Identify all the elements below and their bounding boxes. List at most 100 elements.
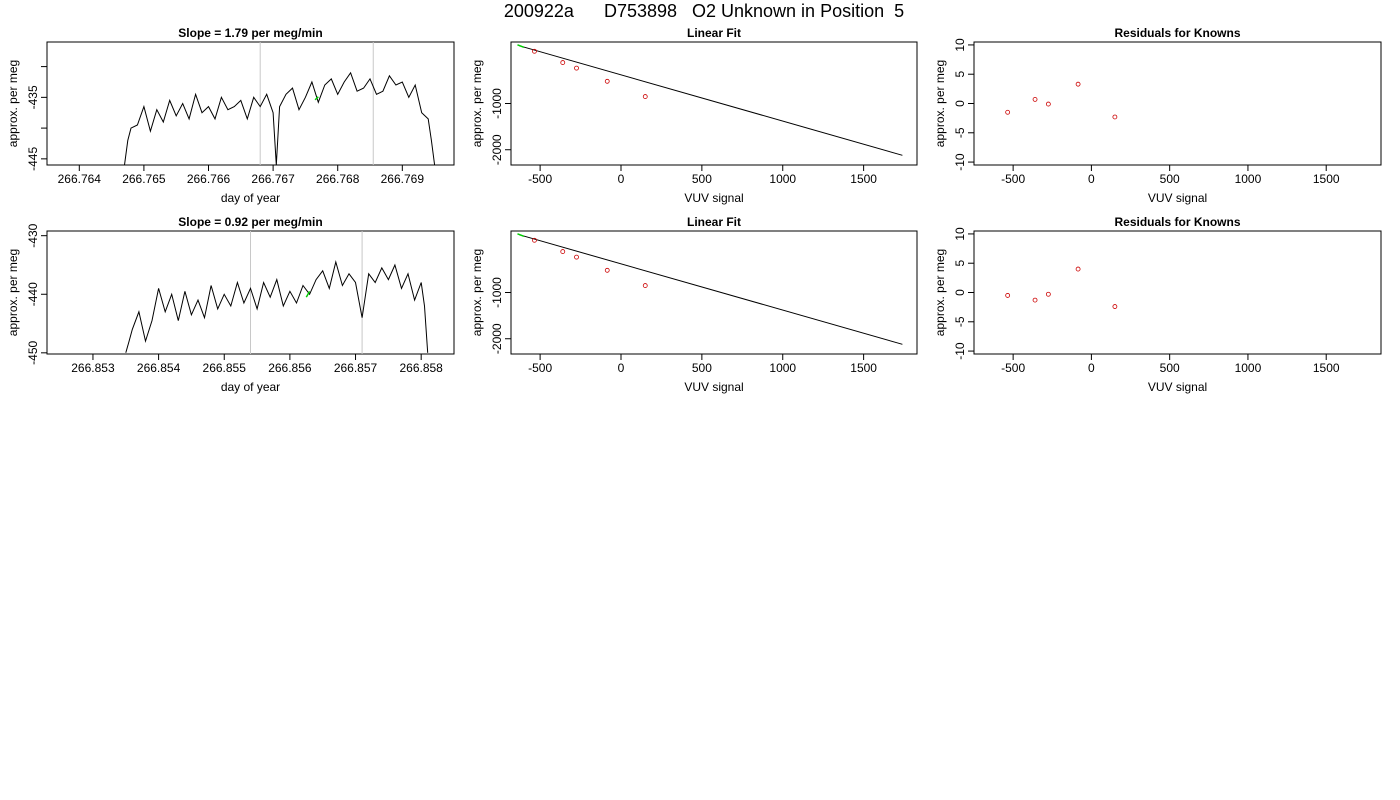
y-tick-label: -2000 <box>490 323 504 354</box>
x-tick-label: 1500 <box>1313 172 1340 186</box>
known-point <box>1032 97 1038 102</box>
known-point <box>1112 304 1118 309</box>
y-tick-label: -10 <box>953 342 967 360</box>
x-tick-label: 1500 <box>1313 361 1340 375</box>
known-point <box>1112 114 1118 120</box>
plot-frame <box>46 41 455 166</box>
x-tick-label: -500 <box>528 172 552 186</box>
y-tick-label: -440 <box>26 282 40 306</box>
x-tick-label: 266.853 <box>71 361 115 375</box>
x-tick-label: 0 <box>1088 361 1095 375</box>
data-trace <box>125 260 429 353</box>
figure-title: 200922a D753898 O2 Unknown in Position 5 <box>503 1 905 21</box>
x-tick-label: 266.856 <box>268 361 312 375</box>
row1-linear-fit-panel: Linear Fit -500 0 500 1000 1500 VUV signal -100… <box>470 26 918 205</box>
y-axis-label: approx. per meg <box>933 60 947 147</box>
known-point <box>642 283 648 288</box>
row2-timeseries-panel: Slope = 0.92 per meg/min 266.853 266.854 26… <box>6 215 455 394</box>
panel-title: Residuals for Knowns <box>1114 26 1240 40</box>
x-tick-label: 0 <box>618 172 625 186</box>
known-point <box>604 267 610 273</box>
known-point <box>642 94 648 99</box>
x-tick-label: -500 <box>1001 172 1025 186</box>
x-tick-label: 266.766 <box>187 172 231 186</box>
y-tick-label: 5 <box>953 260 967 267</box>
x-tick-label: 1000 <box>769 172 796 186</box>
y-tick-label: -445 <box>26 147 40 171</box>
x-tick-label: 1500 <box>850 172 877 186</box>
x-tick-label: 500 <box>1160 361 1180 375</box>
panel-title: Linear Fit <box>687 26 741 40</box>
panel-title: Slope = 1.79 per meg/min <box>178 26 322 40</box>
y-tick-label: 0 <box>953 289 967 296</box>
known-point <box>560 60 566 65</box>
panel-title: Linear Fit <box>687 215 741 229</box>
plot-area <box>125 231 429 354</box>
y-tick-label: 10 <box>953 227 967 241</box>
known-point <box>1005 293 1011 298</box>
plot-area <box>517 233 903 345</box>
x-tick-label: 1000 <box>1235 172 1262 186</box>
plot-area <box>1005 81 1118 120</box>
x-tick-label: 0 <box>618 361 625 375</box>
panel-title: Residuals for Knowns <box>1114 215 1240 229</box>
row1-timeseries-panel: Slope = 1.79 per meg/min 266.764 266.765 26… <box>6 26 455 205</box>
fit-line <box>518 234 903 345</box>
x-tick-label: 266.767 <box>251 172 295 186</box>
x-tick-label: 0 <box>1088 172 1095 186</box>
x-tick-label: 1000 <box>769 361 796 375</box>
known-point <box>1005 109 1011 115</box>
highlight-segment <box>517 233 525 238</box>
x-tick-label: -500 <box>528 361 552 375</box>
x-tick-label: 266.768 <box>316 172 360 186</box>
y-tick-label: 5 <box>953 71 967 78</box>
known-point <box>1075 81 1081 87</box>
highlight-segment <box>314 96 319 101</box>
known-point <box>574 65 579 71</box>
row2-residuals-panel: Residuals for Knowns -500 0 500 1000 1500 VUV … <box>933 215 1382 394</box>
y-axis-label: approx. per meg <box>470 60 484 147</box>
x-tick-label: 1500 <box>850 361 877 375</box>
x-tick-label: 266.765 <box>122 172 166 186</box>
x-tick-label: 1000 <box>1235 361 1262 375</box>
x-axis-label: VUV signal <box>684 191 743 205</box>
x-axis-label: VUV signal <box>1148 380 1207 394</box>
y-tick-label: -2000 <box>490 134 504 165</box>
x-axis-label: VUV signal <box>684 380 743 394</box>
y-axis-label: approx. per meg <box>6 249 20 336</box>
row1-residuals-panel: Residuals for Knowns -500 0 500 1000 1500 VUV … <box>933 26 1382 205</box>
y-axis-label: approx. per meg <box>470 249 484 336</box>
y-tick-label: -430 <box>26 223 40 247</box>
plot-area <box>517 44 903 156</box>
plot-area <box>1005 266 1118 309</box>
data-trace <box>124 71 436 165</box>
plot-frame <box>973 230 1382 355</box>
highlight-segment <box>517 44 525 49</box>
y-tick-label: -5 <box>953 127 967 138</box>
x-axis-label: VUV signal <box>1148 191 1207 205</box>
y-tick-label: -5 <box>953 316 967 327</box>
known-point <box>1045 101 1051 107</box>
x-tick-label: 500 <box>692 361 712 375</box>
x-tick-label: 266.854 <box>137 361 181 375</box>
highlight-segment <box>305 290 311 298</box>
x-tick-label: 266.769 <box>381 172 425 186</box>
y-tick-label: 10 <box>953 38 967 52</box>
known-point <box>604 78 610 84</box>
plot-area <box>124 42 436 165</box>
plot-frame <box>973 41 1382 166</box>
known-point <box>532 48 537 54</box>
x-axis-label: day of year <box>221 191 280 205</box>
x-tick-label: 266.857 <box>334 361 378 375</box>
fit-line <box>518 45 903 156</box>
x-tick-label: 500 <box>1160 172 1180 186</box>
x-tick-label: 266.858 <box>399 361 443 375</box>
known-point <box>1045 291 1051 297</box>
y-axis-label: approx. per meg <box>6 60 20 147</box>
x-tick-label: -500 <box>1001 361 1025 375</box>
y-tick-label: -10 <box>953 153 967 171</box>
y-tick-label: 0 <box>953 100 967 107</box>
row2-linear-fit-panel: Linear Fit -500 0 500 1000 1500 VUV signal -100… <box>470 215 918 394</box>
